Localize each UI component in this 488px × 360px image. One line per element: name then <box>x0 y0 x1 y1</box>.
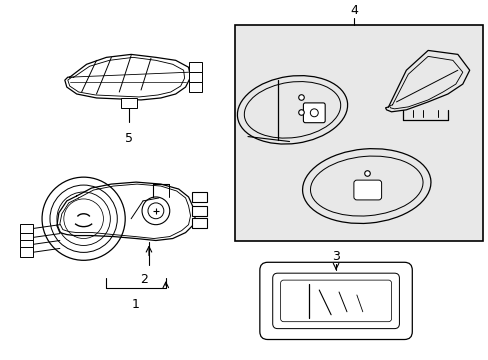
Bar <box>191 206 207 216</box>
Bar <box>191 192 207 202</box>
Bar <box>121 98 137 108</box>
FancyBboxPatch shape <box>272 273 399 329</box>
Bar <box>188 72 202 82</box>
FancyBboxPatch shape <box>353 180 381 200</box>
Bar <box>191 218 207 228</box>
Text: 4: 4 <box>349 4 357 17</box>
Bar <box>20 247 33 257</box>
FancyBboxPatch shape <box>280 280 391 322</box>
Text: 2: 2 <box>140 273 148 286</box>
Text: 5: 5 <box>125 132 133 145</box>
Bar <box>20 224 33 234</box>
Bar <box>188 62 202 72</box>
Text: 3: 3 <box>331 250 339 263</box>
Bar <box>20 239 33 249</box>
FancyBboxPatch shape <box>259 262 411 339</box>
Bar <box>188 82 202 92</box>
Bar <box>20 233 33 243</box>
FancyBboxPatch shape <box>303 103 325 123</box>
Text: 1: 1 <box>132 298 140 311</box>
Bar <box>235 25 482 240</box>
